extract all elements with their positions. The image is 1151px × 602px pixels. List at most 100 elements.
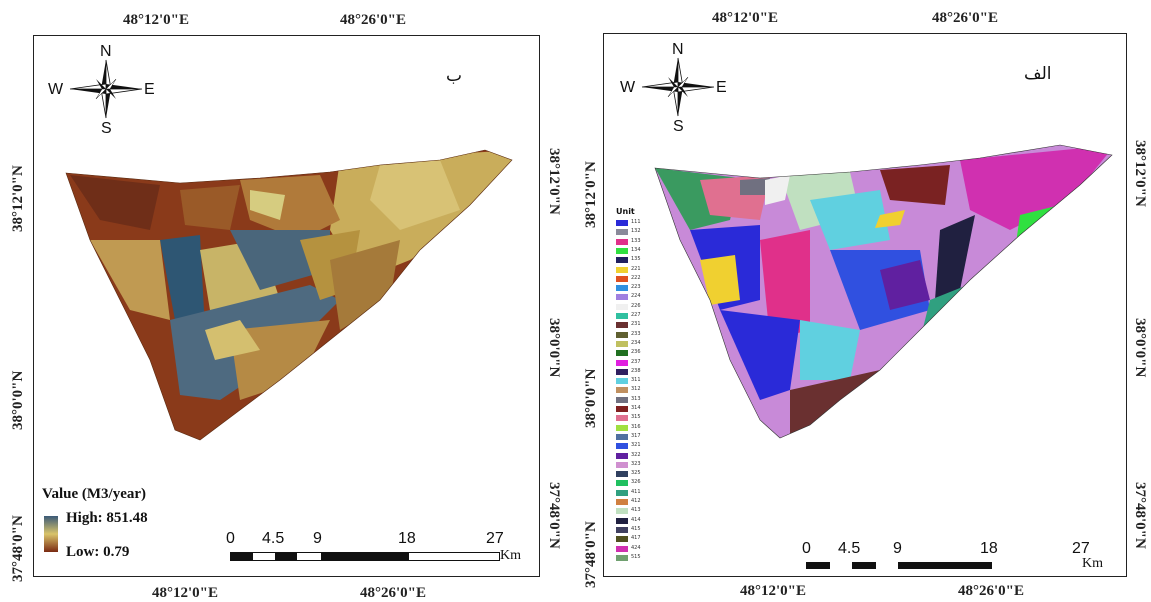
scale-tick-label: 4.5	[262, 530, 285, 547]
unit-code: 221	[631, 265, 641, 272]
unit-code: 223	[631, 284, 641, 291]
right-bottom-coord-2: 48°26'0"E	[958, 583, 1024, 599]
unit-swatch	[616, 471, 628, 478]
unit-code: 111	[631, 219, 641, 225]
left-bottom-coord-1: 48°12'0"E	[152, 585, 218, 601]
unit-swatch	[616, 303, 628, 310]
scale-tick-label: 4.5	[838, 540, 861, 557]
north-label: N	[672, 41, 684, 58]
scale-tick-label: 0	[802, 540, 811, 557]
unit-swatch	[616, 545, 628, 552]
unit-legend-title: Unit	[616, 207, 635, 216]
unit-code: 321	[631, 442, 641, 449]
unit-swatch	[616, 220, 628, 226]
unit-code: 132	[631, 228, 641, 235]
west-label: W	[48, 81, 64, 98]
unit-code: 133	[631, 237, 641, 244]
unit-swatch	[616, 461, 628, 468]
unit-code: 226	[631, 302, 641, 309]
compass-rose-icon	[641, 57, 715, 117]
unit-code: 312	[631, 386, 641, 393]
unit-swatch	[616, 536, 628, 543]
unit-code: 412	[631, 498, 641, 504]
unit-swatch	[616, 433, 628, 440]
unit-swatch	[616, 452, 628, 459]
unit-swatch	[616, 489, 628, 496]
unit-swatch	[616, 396, 628, 403]
unit-code: 413	[631, 507, 641, 514]
left-scalebar: 0 4.5 9 18 27 Km	[226, 530, 538, 570]
scale-tick-label: 0	[226, 530, 235, 547]
compass-rose-icon	[69, 59, 143, 119]
unit-swatch	[616, 313, 628, 319]
unit-code: 424	[631, 544, 641, 551]
unit-code: 135	[631, 256, 641, 263]
unit-swatch	[616, 285, 628, 292]
right-top-coord-1: 48°12'0"E	[712, 10, 778, 26]
unit-code: 233	[631, 330, 641, 337]
unit-code: 323	[631, 460, 641, 467]
scale-tick-label: 27	[1072, 540, 1090, 557]
scale-tick-label: 27	[486, 530, 504, 547]
unit-swatch	[616, 229, 628, 236]
scale-segment	[852, 562, 876, 569]
unit-code: 415	[631, 525, 641, 532]
unit-swatch	[616, 247, 628, 254]
unit-code: 315	[631, 414, 641, 421]
right-scalebar: 0 4.5 9 18 27 Km	[800, 540, 1125, 574]
unit-code: 515	[631, 553, 641, 560]
legend-low-label: Low: 0.79	[66, 544, 130, 560]
unit-swatch	[616, 266, 628, 273]
unit-code: 237	[631, 358, 641, 365]
unit-swatch	[616, 387, 628, 394]
east-label: E	[144, 81, 155, 98]
left-legend: Value (M3/year) High: 851.48 Low: 0.79	[42, 486, 222, 566]
unit-code: 326	[631, 479, 641, 486]
unit-code: 322	[631, 451, 641, 458]
unit-code: 134	[631, 246, 641, 253]
right-north-arrow: N S E W	[618, 41, 728, 137]
unit-code: 227	[631, 312, 641, 318]
unit-code: 417	[631, 535, 641, 542]
unit-swatch	[616, 275, 628, 282]
unit-swatch	[616, 368, 628, 375]
unit-swatch	[616, 406, 628, 412]
unit-swatch	[616, 378, 628, 385]
unit-swatch	[616, 554, 628, 561]
unit-swatch	[616, 340, 628, 347]
south-label: S	[673, 118, 684, 135]
unit-legend: Unit 111 132 133 134 135 221 222 223 224 226 227 23…	[616, 207, 676, 567]
unit-swatch	[616, 331, 628, 338]
unit-code: 317	[631, 432, 641, 439]
unit-swatch	[616, 508, 628, 515]
unit-swatch	[616, 480, 628, 487]
unit-swatch	[616, 526, 628, 533]
unit-legend-list: 111 132 133 134 135 221 222 223 224 226 227 231 233 2…	[616, 219, 676, 570]
right-top-coord-2: 48°26'0"E	[932, 10, 998, 26]
legend-color-ramp	[44, 516, 58, 552]
unit-swatch	[616, 517, 628, 524]
scale-unit: Km	[500, 548, 521, 563]
unit-code: 411	[631, 488, 641, 495]
unit-code: 314	[631, 405, 641, 411]
unit-code: 316	[631, 423, 641, 430]
unit-code: 311	[631, 377, 641, 384]
unit-code: 234	[631, 339, 641, 346]
legend-high-label: High: 851.48	[66, 510, 148, 526]
unit-swatch	[616, 238, 628, 245]
unit-swatch	[616, 257, 628, 264]
scale-unit: Km	[1082, 556, 1103, 571]
unit-code: 236	[631, 349, 641, 356]
scale-tick-label: 9	[313, 530, 322, 547]
unit-swatch	[616, 443, 628, 450]
left-map-label: ب	[446, 66, 463, 86]
unit-code: 231	[631, 321, 641, 328]
unit-swatch	[616, 415, 628, 422]
scale-tick-label: 9	[893, 540, 902, 557]
unit-swatch	[616, 350, 628, 357]
north-label: N	[100, 43, 112, 60]
unit-code: 325	[631, 470, 641, 477]
legend-title: Value (M3/year)	[42, 486, 147, 502]
unit-code: 313	[631, 395, 641, 402]
